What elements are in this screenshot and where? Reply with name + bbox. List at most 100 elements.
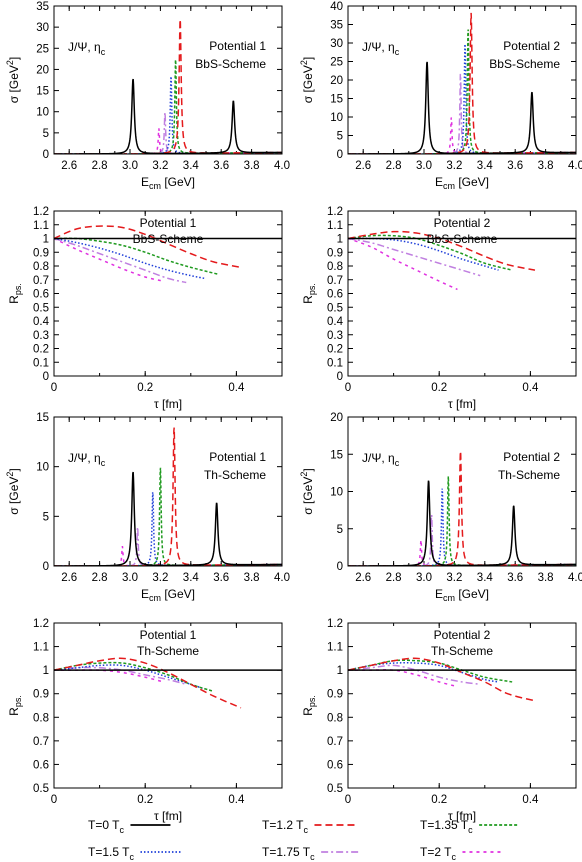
x-tick-label: 2.6 [355,572,371,584]
series-group [348,657,576,702]
y-axis-label-sup: 2 [299,60,309,65]
x-tick-label: 0.4 [522,794,539,806]
series-t-2-tc [348,539,576,566]
series-t-0-tc [54,78,282,154]
y-tick-label: 0 [43,149,49,161]
y-axis-label-sup: 2 [5,472,15,477]
x-tick-label: 0 [51,382,57,394]
y-axis-label-main: R [7,295,21,304]
y-tick-label: 1 [43,234,49,246]
y-tick-label: 5 [337,131,343,143]
y-tick-label: 15 [36,412,49,424]
legend-label: T=2 Tc [420,845,456,862]
y-axis-label: Rps. [7,695,23,716]
y-axis-label-main: R [7,707,21,716]
scheme-label: BbS-Scheme [133,232,204,246]
y-tick-label: 1.2 [327,206,343,218]
series-t-2-tc [54,669,164,683]
x-tick-label: 3.8 [244,160,260,172]
scheme-label: Th-Scheme [431,644,493,658]
y-tick-label: 20 [330,75,343,87]
y-tick-label: 0.5 [327,783,343,795]
y-axis-label-end: ] [301,468,315,471]
legend-label-sub: c [119,825,124,835]
panel-sigma-th-pot2: 2.6 2.8 3.0 3.2 3.4 3.6 3.8 4.0 0 5 10 15 20 J/Ψ, ηc P… [299,412,582,603]
x-tick-label: 0.2 [137,382,153,394]
y-tick-label: 1.1 [33,642,49,654]
series-t-1-2-tc [348,657,536,702]
y-tick-label: 35 [330,20,343,32]
x-tick-label: 2.6 [61,572,77,584]
x-axis-label-sub: cm [443,593,455,603]
legend-label-sub: c [468,825,473,835]
y-tick-label: 0.9 [33,247,49,259]
series-t-1-2-tc [54,225,242,269]
y-tick-label: 15 [330,449,343,461]
legend-item: T=0 Tc [88,818,171,835]
scheme-label: BbS-Scheme [195,57,266,71]
x-tick-label: 3.4 [183,572,200,584]
legend-label-main: T=1.35 T [420,818,469,832]
x-tick-label: 0.2 [431,794,447,806]
scheme-label: BbS-Scheme [489,57,560,71]
x-tick-label: 4.0 [274,572,290,584]
y-tick-label: 1 [337,234,343,246]
legend-label: T=1.75 Tc [262,845,315,862]
series-t-1-5-tc [54,492,282,566]
state-label-main: J/Ψ, η [68,40,101,54]
legend-item: T=2 Tc [420,845,503,862]
series-t-1-75-tc [348,237,481,277]
x-tick-label: 3.4 [477,572,494,584]
legend-label: T=1.35 Tc [420,818,473,835]
x-axis-label-sub: cm [149,593,161,603]
legend-label-sub: c [303,825,308,835]
state-label: J/Ψ, ηc [362,40,400,57]
y-tick-label: 20 [36,64,49,76]
series-group [54,225,282,284]
x-tick-label: 2.8 [92,160,108,172]
scheme-label: Th-Scheme [498,468,560,482]
legend-item: T=1.5 Tc [88,845,181,862]
x-axis-label: Ecm [GeV] [435,175,489,191]
series-t-1-5-tc [54,76,282,154]
y-axis-label: σ [GeV2] [5,57,21,103]
x-tick-label: 2.8 [386,160,402,172]
x-axis-label-unit: [GeV] [161,175,195,189]
x-tick-label: 3.6 [213,572,229,584]
legend-label-sub: c [310,852,315,862]
y-tick-label: 0 [43,561,49,573]
y-tick-label: 25 [330,57,343,69]
legend-label-main: T=1.2 T [262,818,304,832]
y-tick-label: 0.8 [33,261,49,273]
x-axis-label: Ecm [GeV] [141,587,195,603]
x-tick-label: 2.6 [355,160,371,172]
y-tick-label: 0 [337,149,343,161]
state-label: J/Ψ, ηc [68,40,106,57]
y-axis-label: Rps. [301,695,317,716]
y-tick-label: 15 [36,86,49,98]
x-axis-label-main: E [141,587,149,601]
x-axis-label-sub: cm [149,181,161,191]
panel-ratio-th-pot2: 0 0.2 0.4 0.5 0.6 0.7 0.8 0.9 1 1.1 1.2 Potential 2… [301,618,577,823]
series-t-1-75-tc [54,237,187,284]
y-tick-label: 0.8 [327,261,343,273]
y-axis-label-main: σ [GeV [7,65,21,103]
series-t-1-2-tc [54,657,242,709]
x-tick-label: 3.0 [122,160,138,172]
y-axis-label-sup: 2 [299,472,309,477]
y-axis-label-main: R [301,295,315,304]
series-t-2-tc [54,237,164,282]
y-tick-label: 1.2 [327,618,343,630]
x-tick-label: 3.0 [416,160,432,172]
legend-item: T=1.75 Tc [262,845,362,862]
y-tick-label: 25 [36,43,49,55]
x-tick-label: 3.8 [538,160,554,172]
x-axis-label: τ [fm] [154,809,182,823]
x-tick-label: 3.6 [507,572,523,584]
x-tick-label: 0 [345,794,351,806]
x-tick-label: 3.2 [152,160,168,172]
series-t-1-35-tc [348,659,513,683]
x-axis-label-main: τ [fm] [448,397,476,411]
x-tick-label: 3.8 [244,572,260,584]
series-t-1-75-tc [348,73,576,154]
